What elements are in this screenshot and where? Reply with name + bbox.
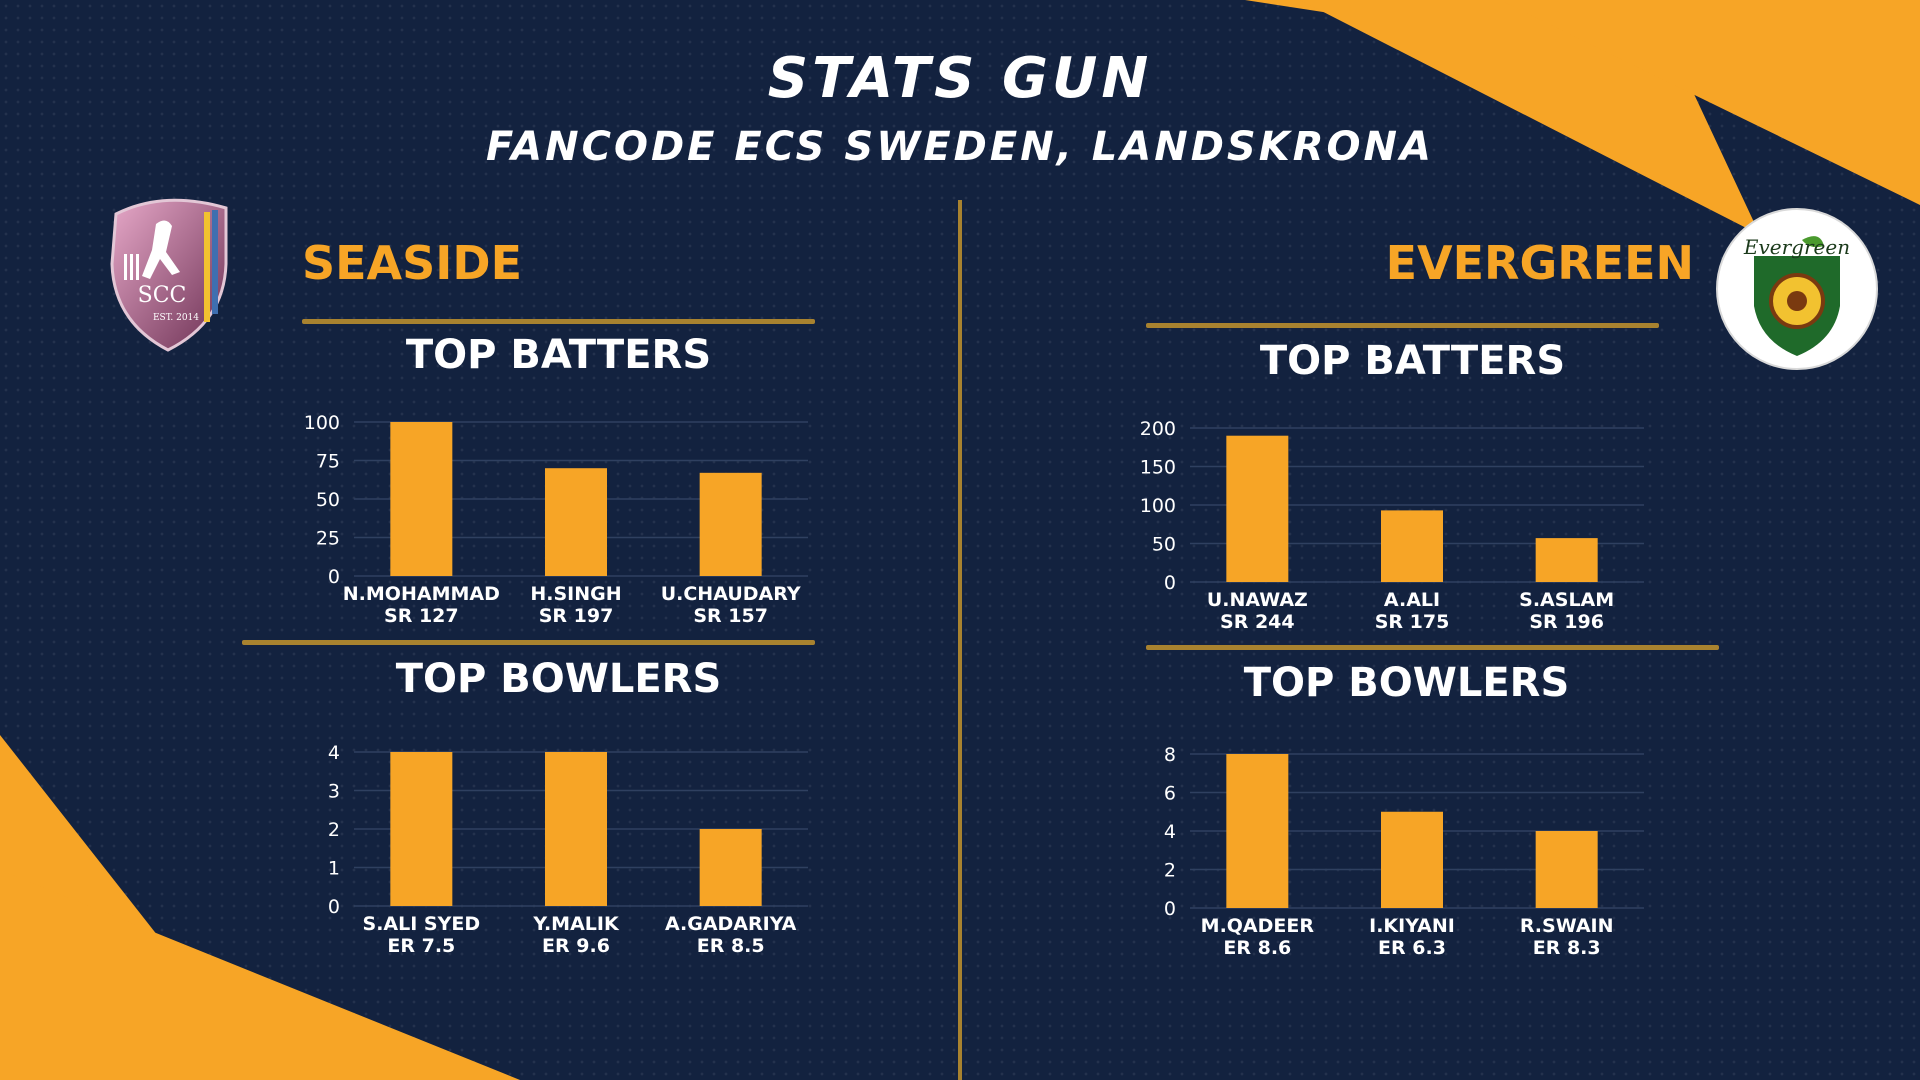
scc-logo-est: EST. 2014 <box>153 313 199 323</box>
slash-bottom-2 <box>0 870 520 1080</box>
x-sublabel: ER 8.3 <box>1533 937 1601 959</box>
x-sublabel: SR 197 <box>539 605 614 627</box>
seaside-rule-mid <box>242 640 815 645</box>
y-tick-label: 6 <box>1164 783 1176 805</box>
bar-a-gadariya <box>699 829 762 906</box>
seaside-bowlers-title: TOP BOWLERS <box>395 656 722 702</box>
x-category-label: N.MOHAMMAD <box>343 583 500 605</box>
page-title: STATS GUN <box>767 46 1153 111</box>
evergreen-bowlers-title: TOP BOWLERS <box>1243 660 1570 706</box>
x-category-label: A.ALI <box>1384 589 1440 611</box>
y-tick-label: 75 <box>316 451 340 473</box>
y-tick-label: 25 <box>316 528 340 550</box>
x-category-label: R.SWAIN <box>1520 915 1614 937</box>
bar-a-ali <box>1381 510 1443 582</box>
bar-s-aslam <box>1535 538 1598 582</box>
x-sublabel: ER 8.6 <box>1223 937 1291 959</box>
bar-i-kiyani <box>1381 811 1443 908</box>
x-category-label: I.KIYANI <box>1369 915 1455 937</box>
y-tick-label: 2 <box>1164 860 1176 882</box>
y-tick-label: 50 <box>1152 534 1176 556</box>
seaside-batters-title: TOP BATTERS <box>405 332 712 378</box>
scc-shield-logo: SCC EST. 2014 <box>110 198 228 352</box>
x-sublabel: ER 8.5 <box>697 935 765 957</box>
x-sublabel: SR 175 <box>1375 611 1450 633</box>
x-category-label: U.NAWAZ <box>1207 589 1308 611</box>
y-tick-label: 8 <box>1164 744 1176 766</box>
scc-logo-text: SCC <box>138 283 187 308</box>
x-sublabel: ER 7.5 <box>387 935 455 957</box>
x-category-label: U.CHAUDARY <box>661 583 801 605</box>
bar-r-swain <box>1535 831 1598 908</box>
seaside-rule-top <box>302 319 815 324</box>
x-category-label: H.SINGH <box>530 583 621 605</box>
x-sublabel: SR 127 <box>384 605 459 627</box>
y-tick-label: 4 <box>328 742 340 764</box>
x-category-label: M.QADEER <box>1201 915 1315 937</box>
y-tick-label: 0 <box>328 896 340 918</box>
x-category-label: A.GADARIYA <box>665 913 797 935</box>
x-sublabel: ER 9.6 <box>542 935 610 957</box>
x-sublabel: SR 196 <box>1529 611 1604 633</box>
x-category-label: S.ALI SYED <box>363 913 481 935</box>
y-tick-label: 200 <box>1140 418 1176 440</box>
center-divider <box>958 200 962 1080</box>
evergreen-batters-title: TOP BATTERS <box>1259 338 1566 384</box>
evergreen-rule-top <box>1146 323 1659 328</box>
evergreen-logo-text: Evergreen <box>1743 235 1850 259</box>
y-tick-label: 2 <box>328 819 340 841</box>
x-sublabel: SR 244 <box>1220 611 1295 633</box>
x-category-label: S.ASLAM <box>1519 589 1614 611</box>
y-tick-label: 0 <box>1164 898 1176 920</box>
bar-m-qadeer <box>1226 754 1289 908</box>
evergreen-rule-mid <box>1146 645 1719 650</box>
y-tick-label: 150 <box>1140 457 1176 479</box>
y-tick-label: 100 <box>1140 495 1176 517</box>
y-tick-label: 4 <box>1164 821 1176 843</box>
bar-u-nawaz <box>1226 435 1289 582</box>
y-tick-label: 50 <box>316 489 340 511</box>
page-subtitle: FANCODE ECS SWEDEN, LANDSKRONA <box>486 124 1434 170</box>
slash-top-3 <box>1500 0 1920 205</box>
y-tick-label: 1 <box>328 858 340 880</box>
y-tick-label: 0 <box>328 566 340 588</box>
y-tick-label: 0 <box>1164 572 1176 594</box>
x-sublabel: ER 6.3 <box>1378 937 1446 959</box>
y-tick-label: 100 <box>304 412 340 434</box>
y-tick-label: 3 <box>328 781 340 803</box>
x-sublabel: SR 157 <box>693 605 768 627</box>
bar-h-singh <box>545 468 607 576</box>
bar-y-malik <box>545 752 607 906</box>
x-category-label: Y.MALIK <box>532 913 620 935</box>
bar-s-ali-syed <box>390 752 453 906</box>
bar-n-mohammad <box>390 422 453 576</box>
team-name-seaside: SEASIDE <box>302 236 523 290</box>
team-name-evergreen: EVERGREEN <box>1385 236 1694 290</box>
evergreen-circle-logo: Evergreen <box>1716 208 1878 370</box>
bar-u-chaudary <box>699 472 762 576</box>
